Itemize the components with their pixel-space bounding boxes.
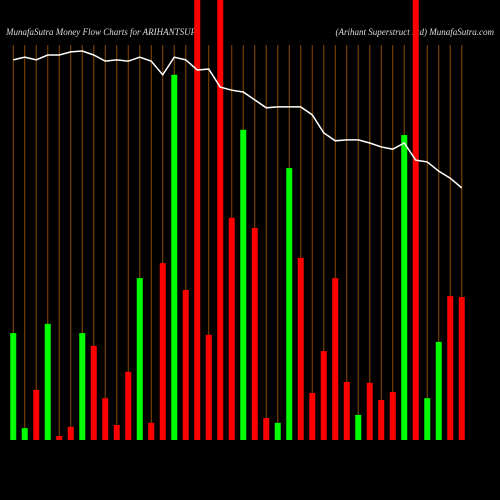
- bar: [79, 333, 86, 440]
- bar: [125, 371, 132, 440]
- bar: [458, 297, 465, 440]
- bar: [343, 381, 350, 440]
- bar: [67, 426, 74, 440]
- bar: [240, 129, 247, 441]
- bar: [21, 428, 28, 440]
- bar: [447, 296, 454, 440]
- bar: [297, 257, 304, 440]
- bar: [90, 345, 97, 440]
- bar: [378, 399, 385, 440]
- bar: [44, 323, 51, 440]
- price-line: [13, 50, 463, 189]
- bar: [332, 278, 339, 440]
- bar: [366, 382, 373, 440]
- bar: [113, 425, 120, 440]
- bar: [389, 392, 396, 440]
- bar: [424, 398, 431, 440]
- bar: [148, 422, 155, 440]
- bar: [320, 351, 327, 440]
- bar: [412, 0, 419, 440]
- bar: [182, 289, 189, 440]
- bar: [171, 74, 178, 441]
- bar: [136, 278, 143, 440]
- bar: [435, 341, 442, 440]
- bar: [286, 168, 293, 440]
- bar: [10, 333, 17, 440]
- bar: [102, 398, 109, 440]
- bar: [274, 422, 281, 440]
- bar: [251, 227, 258, 440]
- bar: [355, 414, 362, 440]
- chart-title: MunafaSutra Money Flow Charts for ARIHAN…: [5, 27, 197, 37]
- bar: [309, 392, 316, 440]
- bar: [33, 389, 40, 440]
- bar: [401, 135, 408, 440]
- bar: [217, 0, 224, 440]
- bar: [159, 263, 166, 440]
- bar: [228, 217, 235, 440]
- bar: [263, 418, 270, 440]
- bar: [194, 0, 201, 440]
- bar: [205, 334, 212, 440]
- bar: [56, 436, 63, 440]
